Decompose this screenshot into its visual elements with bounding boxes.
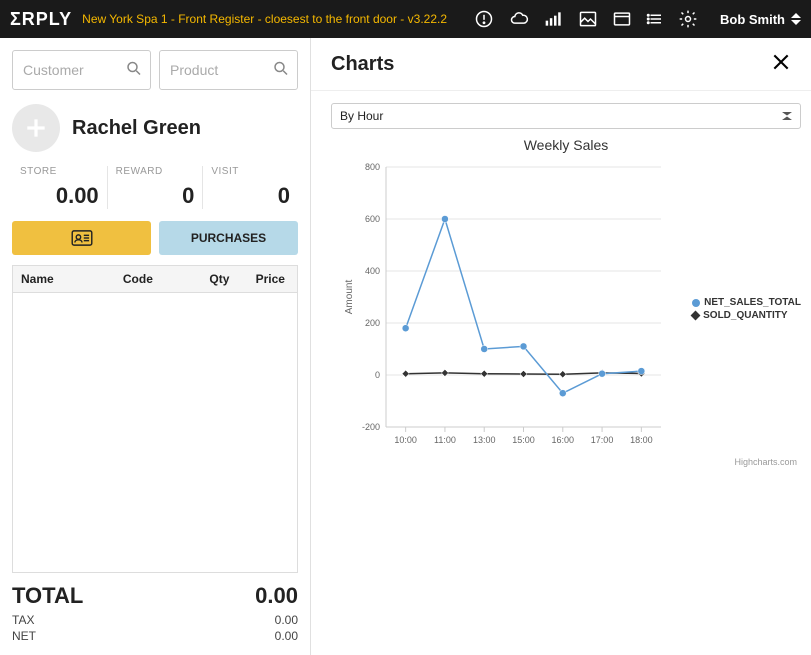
col-price: Price bbox=[229, 272, 289, 286]
chart-mode-dropdown[interactable]: By Hour bbox=[331, 103, 801, 129]
list-icon[interactable] bbox=[646, 9, 664, 29]
search-icon[interactable] bbox=[125, 60, 143, 81]
col-qty: Qty bbox=[183, 272, 229, 286]
window-icon[interactable] bbox=[612, 9, 632, 29]
col-name: Name bbox=[21, 272, 123, 286]
location-text: New York Spa 1 - Front Register - cloese… bbox=[82, 12, 474, 26]
charts-panel: Charts By Hour Weekly Sales -200 0 200 400 6… bbox=[311, 38, 811, 655]
left-pane: Rachel Green STORE 0.00 REWARD 0 VISIT 0… bbox=[0, 38, 311, 655]
customer-avatar[interactable] bbox=[12, 104, 60, 152]
reward-label: REWARD bbox=[116, 166, 195, 177]
svg-text:10:00: 10:00 bbox=[394, 435, 417, 445]
total-value: 0.00 bbox=[255, 583, 298, 609]
svg-text:17:00: 17:00 bbox=[591, 435, 614, 445]
svg-text:18:00: 18:00 bbox=[630, 435, 653, 445]
gear-icon[interactable] bbox=[678, 9, 698, 29]
svg-text:800: 800 bbox=[365, 162, 380, 172]
svg-text:600: 600 bbox=[365, 214, 380, 224]
dropdown-value: By Hour bbox=[340, 109, 383, 123]
top-bar: ΣRPLY New York Spa 1 - Front Register - … bbox=[0, 0, 811, 38]
id-card-button[interactable] bbox=[12, 221, 151, 255]
items-table: Name Code Qty Price bbox=[12, 265, 298, 573]
topbar-icons: Bob Smith bbox=[474, 9, 801, 29]
legend-net-sales[interactable]: NET_SALES_TOTAL bbox=[692, 297, 801, 308]
svg-text:15:00: 15:00 bbox=[512, 435, 535, 445]
image-icon[interactable] bbox=[578, 9, 598, 29]
net-value: 0.00 bbox=[275, 629, 298, 643]
reward-value: 0 bbox=[116, 183, 195, 209]
cloud-icon[interactable] bbox=[508, 9, 530, 29]
user-menu[interactable]: Bob Smith bbox=[720, 12, 801, 27]
store-value: 0.00 bbox=[20, 183, 99, 209]
visit-label: VISIT bbox=[211, 166, 290, 177]
svg-text:0: 0 bbox=[375, 370, 380, 380]
visit-value: 0 bbox=[211, 183, 290, 209]
username-text: Bob Smith bbox=[720, 12, 785, 27]
svg-text:16:00: 16:00 bbox=[552, 435, 575, 445]
net-label: NET bbox=[12, 629, 36, 643]
total-label: TOTAL bbox=[12, 583, 83, 609]
search-icon[interactable] bbox=[272, 60, 290, 81]
store-label: STORE bbox=[20, 166, 99, 177]
main-area: Rachel Green STORE 0.00 REWARD 0 VISIT 0… bbox=[0, 38, 811, 655]
charts-title: Charts bbox=[331, 53, 394, 76]
chart-credits[interactable]: Highcharts.com bbox=[734, 457, 797, 467]
legend-sold-qty[interactable]: SOLD_QUANTITY bbox=[692, 310, 801, 321]
svg-text:11:00: 11:00 bbox=[434, 435, 456, 445]
chart-title: Weekly Sales bbox=[331, 137, 801, 153]
svg-text:400: 400 bbox=[365, 266, 380, 276]
tax-value: 0.00 bbox=[275, 613, 298, 627]
svg-text:-200: -200 bbox=[362, 422, 380, 432]
svg-text:Amount: Amount bbox=[344, 280, 355, 315]
svg-text:13:00: 13:00 bbox=[473, 435, 496, 445]
tax-label: TAX bbox=[12, 613, 34, 627]
customer-name: Rachel Green bbox=[72, 117, 201, 140]
purchases-button[interactable]: PURCHASES bbox=[159, 221, 298, 255]
col-code: Code bbox=[123, 272, 183, 286]
logo: ΣRPLY bbox=[10, 9, 72, 30]
alert-icon[interactable] bbox=[474, 9, 494, 29]
items-body[interactable] bbox=[13, 293, 297, 572]
svg-text:200: 200 bbox=[365, 318, 380, 328]
close-icon[interactable] bbox=[771, 52, 791, 76]
signal-icon[interactable] bbox=[544, 9, 564, 29]
